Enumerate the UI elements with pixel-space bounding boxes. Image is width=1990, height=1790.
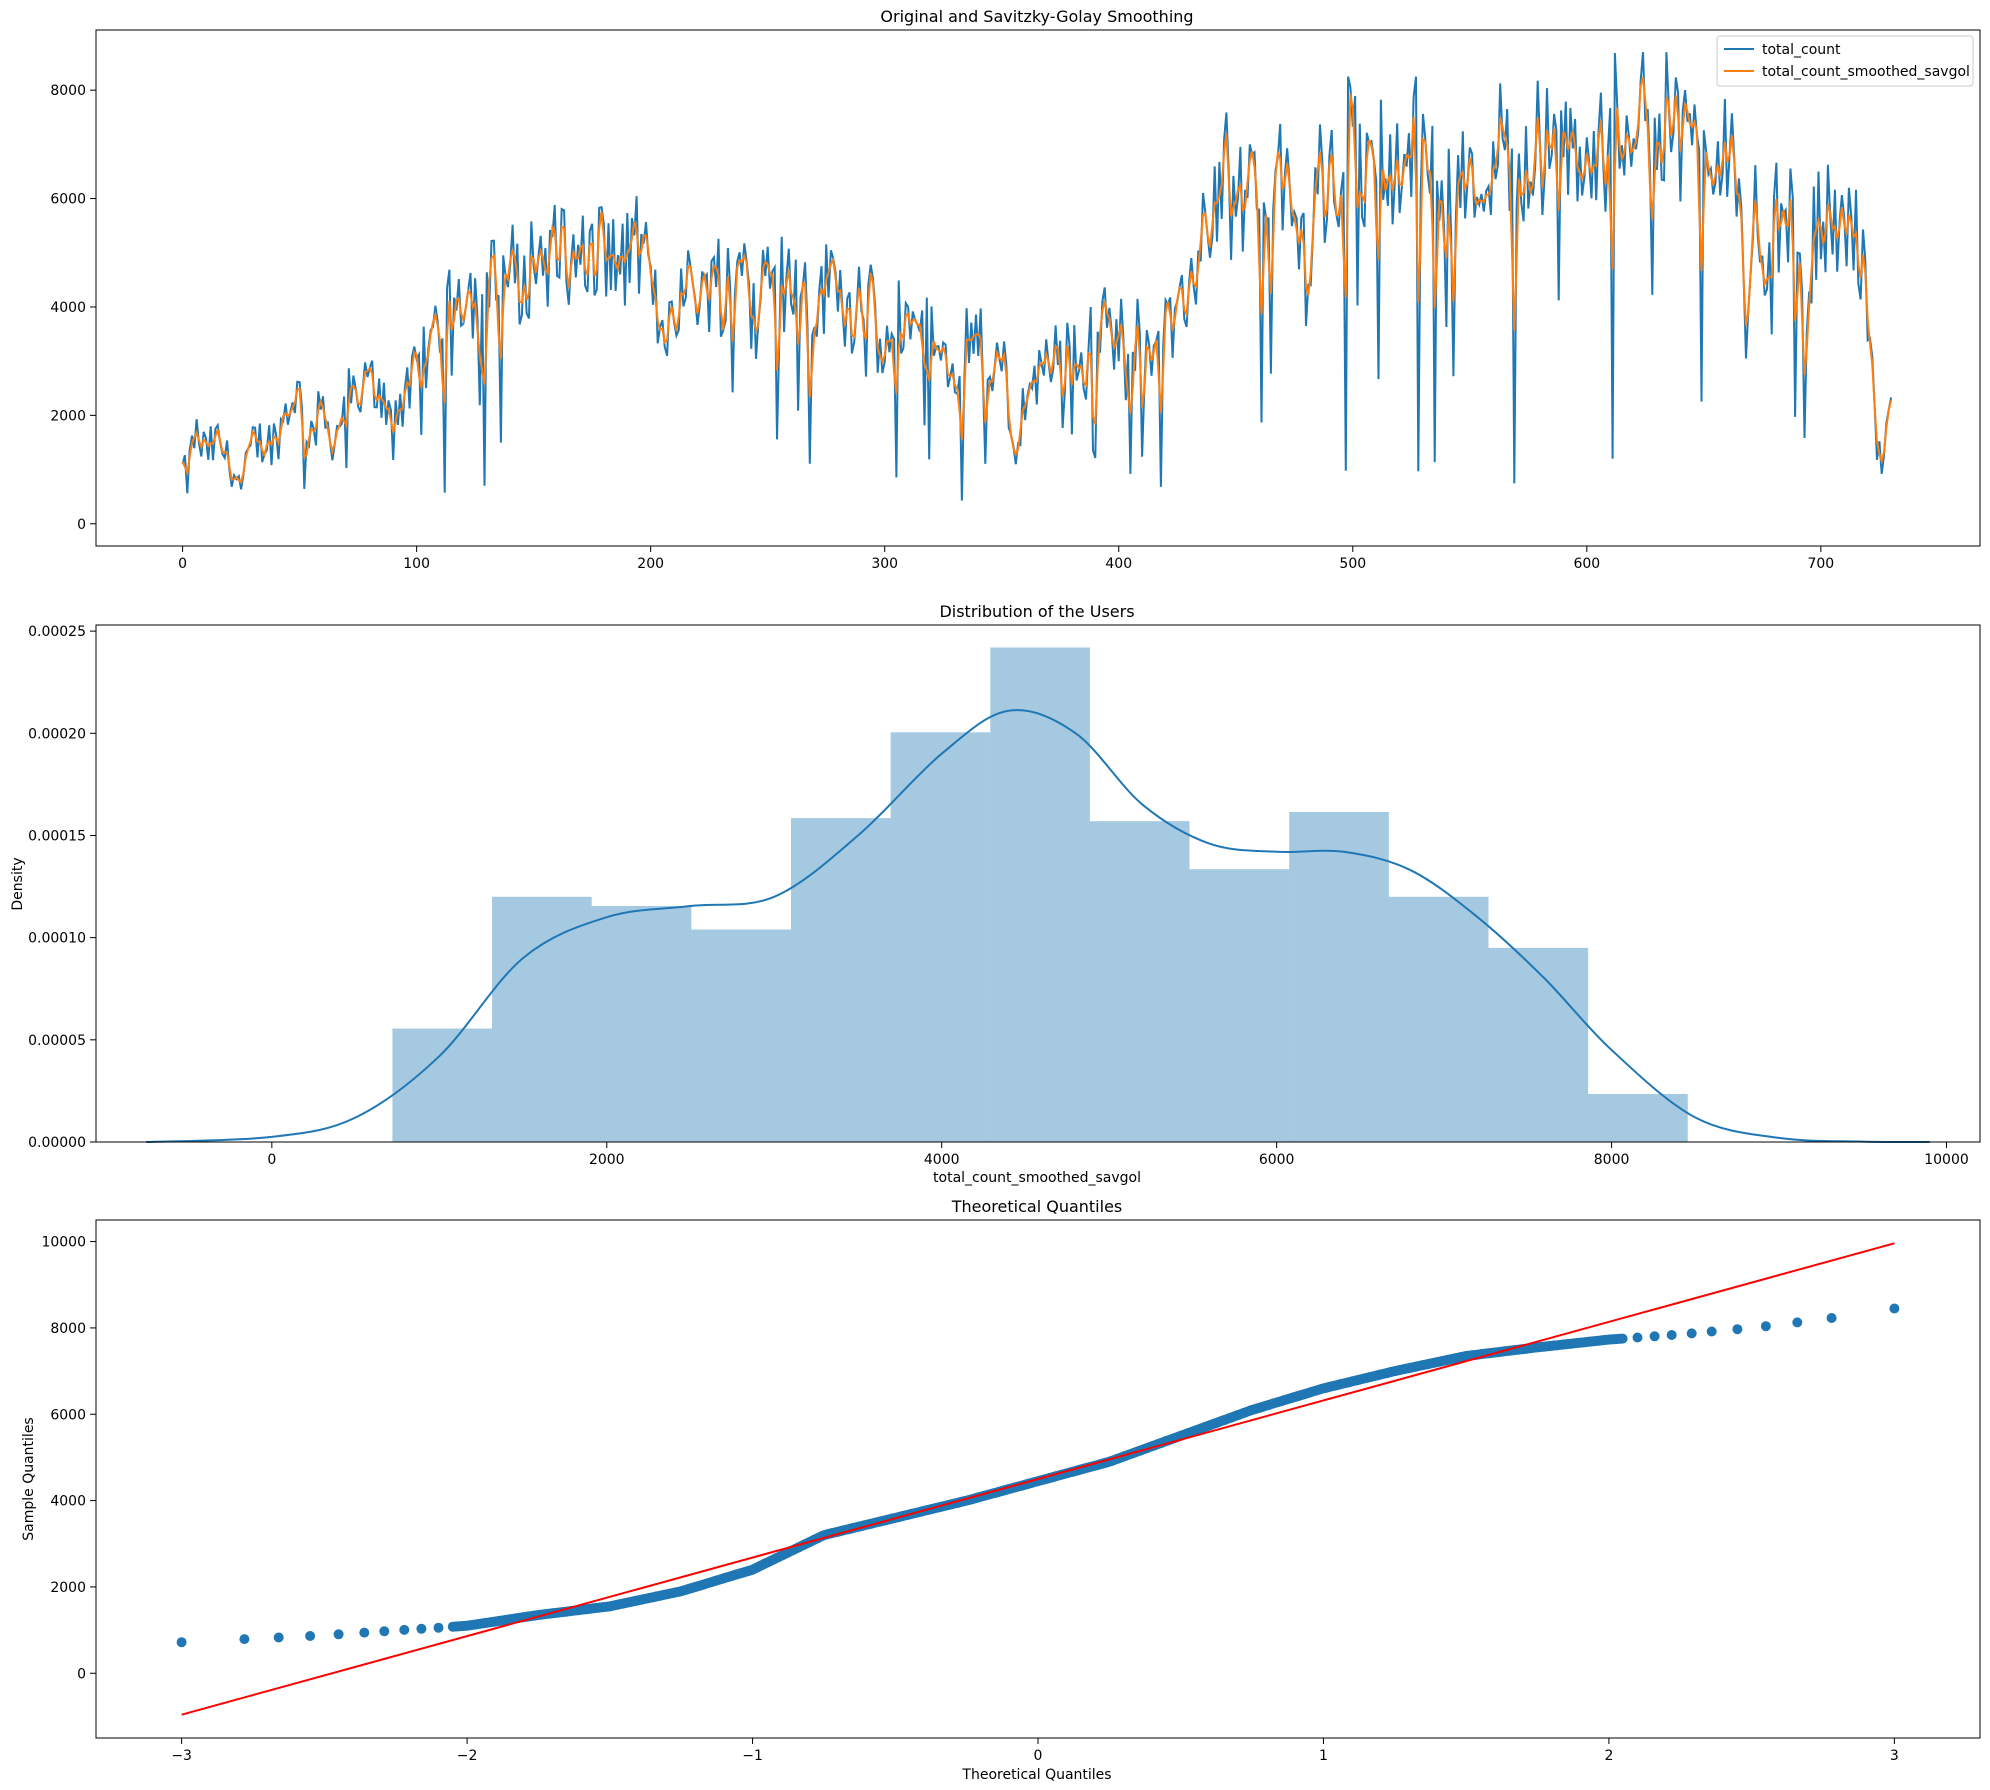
histogram-x-tick-label: 6000 bbox=[1259, 1152, 1295, 1168]
histogram-x-tick-label: 8000 bbox=[1594, 1152, 1630, 1168]
histogram-title: Distribution of the Users bbox=[939, 602, 1134, 621]
histogram-bar bbox=[691, 929, 791, 1142]
qq-point bbox=[399, 1624, 410, 1635]
histogram-bar bbox=[1089, 821, 1190, 1142]
histogram-bar bbox=[392, 1028, 493, 1142]
histogram-y-axis-label: Density bbox=[10, 857, 26, 910]
qq-point bbox=[239, 1634, 250, 1645]
histogram-y-tick-label: 0.00025 bbox=[28, 624, 86, 640]
qq-reference-line bbox=[181, 1242, 1895, 1716]
qq-plot-x-tick-label: 2 bbox=[1604, 1748, 1613, 1764]
histogram-y-tick-label: 0.00015 bbox=[28, 828, 86, 844]
histogram-bar bbox=[1189, 869, 1290, 1142]
qq-plot-y-tick-label: 8000 bbox=[50, 1321, 86, 1337]
histogram-bar bbox=[1289, 811, 1389, 1142]
histogram-x-tick-label: 0 bbox=[267, 1152, 276, 1168]
histogram-y-tick-label: 0.00020 bbox=[28, 726, 86, 742]
histogram-bar bbox=[492, 896, 592, 1142]
histogram-x-tick-label: 2000 bbox=[589, 1152, 625, 1168]
histogram-x-axis-label: total_count_smoothed_savgol bbox=[933, 1170, 1141, 1186]
qq-point bbox=[1889, 1303, 1900, 1314]
qq-point bbox=[1649, 1331, 1660, 1342]
line-chart-y-tick-label: 6000 bbox=[50, 192, 86, 208]
kde-curve bbox=[146, 709, 1930, 1144]
line-chart-frame bbox=[95, 29, 1981, 547]
qq-point bbox=[1706, 1326, 1717, 1337]
qq-point bbox=[416, 1623, 427, 1634]
legend-box bbox=[1716, 35, 1974, 87]
qq-point bbox=[1732, 1324, 1743, 1335]
line-chart-x-tick-label: 300 bbox=[871, 556, 898, 572]
line-chart-x-tick-label: 0 bbox=[178, 556, 187, 572]
qq-point bbox=[1666, 1330, 1677, 1340]
histogram-bar bbox=[990, 647, 1090, 1142]
histogram-x-tick-label: 4000 bbox=[924, 1152, 960, 1168]
qq-plot-y-tick-label: 6000 bbox=[50, 1407, 86, 1423]
qq-plot-x-tick-label: 3 bbox=[1890, 1748, 1899, 1764]
histogram-panel: Distribution of the Users 0 2000 4000 6000 8… bbox=[10, 602, 1981, 1186]
histogram-bar bbox=[790, 818, 891, 1142]
histogram-bar bbox=[1488, 947, 1589, 1142]
line-chart-y-tick-label: 0 bbox=[77, 517, 86, 533]
line-chart-legend: total_count total_count_smoothed_savgol bbox=[1716, 35, 1974, 87]
qq-point bbox=[1826, 1313, 1837, 1323]
qq-plot-x-tick-label: −1 bbox=[742, 1748, 763, 1764]
qq-point bbox=[433, 1622, 444, 1633]
qq-plot-y-tick-label: 4000 bbox=[50, 1494, 86, 1510]
histogram-x-tick-label: 10000 bbox=[1924, 1152, 1969, 1168]
line-chart-y-tick-label: 8000 bbox=[50, 83, 86, 99]
qq-point bbox=[1632, 1332, 1643, 1343]
histogram-bar bbox=[890, 732, 991, 1142]
histogram-frame bbox=[95, 624, 1981, 1143]
histogram-bar bbox=[591, 905, 692, 1142]
qq-plot-x-tick-label: 1 bbox=[1319, 1748, 1328, 1764]
qq-plot-x-axis-label: Theoretical Quantiles bbox=[961, 1767, 1111, 1783]
legend-label-smoothed: total_count_smoothed_savgol bbox=[1762, 64, 1970, 80]
qq-point bbox=[359, 1627, 370, 1638]
histogram-bar bbox=[1588, 1093, 1688, 1142]
histogram-bar bbox=[1388, 896, 1489, 1142]
qq-point bbox=[273, 1632, 284, 1643]
qq-plot-title: Theoretical Quantiles bbox=[951, 1197, 1123, 1216]
line-chart-x-tick-label: 200 bbox=[637, 556, 664, 572]
line-chart-x-tick-label: 400 bbox=[1105, 556, 1132, 572]
histogram-y-tick-label: 0.00010 bbox=[28, 931, 86, 947]
line-chart-x-tick-label: 500 bbox=[1339, 556, 1366, 572]
qq-plot-x-tick-label: −2 bbox=[457, 1748, 478, 1764]
qq-plot-y-tick-label: 2000 bbox=[50, 1580, 86, 1596]
qq-point bbox=[1792, 1317, 1803, 1328]
histogram-y-tick-label: 0.00000 bbox=[28, 1135, 86, 1151]
line-chart-y-tick-label: 2000 bbox=[50, 408, 86, 424]
qq-point bbox=[379, 1626, 390, 1637]
line-chart-x-tick-label: 700 bbox=[1807, 556, 1834, 572]
qq-plot-frame bbox=[95, 1219, 1981, 1739]
qq-point bbox=[1617, 1333, 1628, 1344]
qq-point bbox=[1686, 1328, 1697, 1339]
qq-plot-y-tick-label: 10000 bbox=[41, 1235, 86, 1251]
legend-label-total-count: total_count bbox=[1762, 42, 1841, 58]
line-chart-x-tick-label: 100 bbox=[403, 556, 430, 572]
line-chart-y-tick-label: 4000 bbox=[50, 300, 86, 316]
qq-point bbox=[333, 1629, 344, 1640]
qq-plot-x-tick-label: 0 bbox=[1034, 1748, 1043, 1764]
line-chart-panel: Original and Savitzky-Golay Smoothing 0 1… bbox=[50, 7, 1981, 572]
qq-plot-x-tick-label: −3 bbox=[171, 1748, 192, 1764]
histogram-y-tick-label: 0.00005 bbox=[28, 1033, 86, 1049]
line-chart-title: Original and Savitzky-Golay Smoothing bbox=[880, 7, 1193, 26]
qq-plot-panel: Theoretical Quantiles −3 −2 −1 0 1 2 3 0 2000 400… bbox=[21, 1197, 1981, 1783]
qq-plot-y-tick-label: 0 bbox=[77, 1666, 86, 1682]
line-chart-x-tick-label: 600 bbox=[1573, 556, 1600, 572]
series-line-smoothed bbox=[181, 76, 1893, 485]
qq-point bbox=[1760, 1321, 1771, 1332]
qq-point bbox=[305, 1631, 316, 1641]
qq-point bbox=[176, 1637, 187, 1648]
qq-plot-y-axis-label: Sample Quantiles bbox=[21, 1417, 37, 1540]
